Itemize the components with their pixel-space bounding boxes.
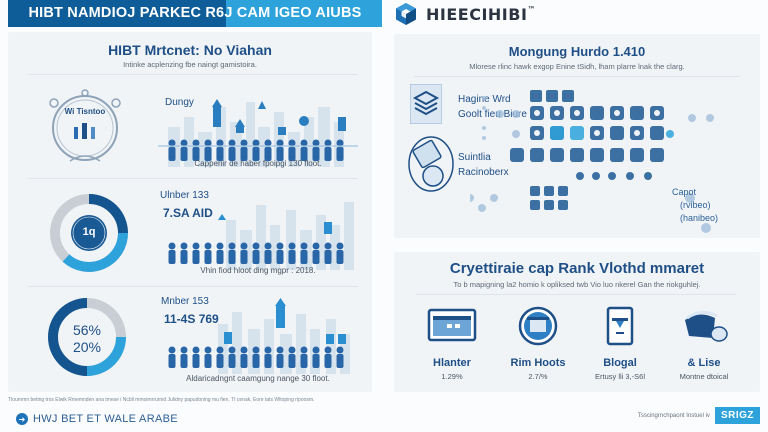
- emblem-icon: [49, 89, 121, 162]
- map-label-3: (hanibeo): [680, 213, 719, 223]
- brand: HIEECIHIBI™: [394, 2, 536, 26]
- right-top-subtitle: Mlorese rlinc hawk exgop Enine tSidh, lh…: [469, 62, 685, 71]
- stat-3-label: Blogal: [603, 357, 637, 369]
- circle-arrow-icon: ➜: [16, 413, 28, 425]
- right-bottom-subtitle: To b mapigning la2 homio k opliksed twb …: [453, 280, 701, 289]
- stat-4-label: & Lise: [687, 357, 721, 369]
- badge-icon: [518, 306, 558, 346]
- stat-2: Rim Hoots 2.7/%: [498, 306, 578, 381]
- donut-center-value: 1q: [82, 226, 96, 238]
- stat-3: Blogal Ertusy lli 3,-S6l: [580, 306, 660, 381]
- row-3: 56% 20% Mnber 153 11-4S 769: [8, 288, 372, 388]
- footnote: Tlournmn beting tros Elwik Rmemnden ana …: [8, 397, 315, 403]
- stat-2-value: 2.7/%: [528, 372, 548, 381]
- header-banner: HIBT NAMDIOJ PARKEC R6J CAM IGEO AIUBS: [8, 0, 382, 27]
- stat-1-label: Hlanter: [433, 357, 471, 369]
- left-panel: HIBT Mrtcnet: No Viahan Intinke acplenzi…: [8, 32, 372, 392]
- row-3-caption: Aldaricadngnt caamgung nange 30 floot.: [186, 374, 330, 383]
- row-2-value: 7.SA AID: [163, 206, 213, 220]
- right-top-panel: Mongung Hurdo 1.410 Mlorese rlinc hawk e…: [394, 34, 760, 238]
- donut-chart-icon: [48, 298, 126, 376]
- bag-icon: [685, 311, 728, 342]
- row-3-value: 11-4S 769: [164, 312, 219, 326]
- row-1: Wi Tisntoo Dungy: [8, 77, 372, 177]
- bottom-brand[interactable]: ➜ HWJ BET ET WALE ARABE: [16, 413, 178, 425]
- left-panel-title: HIBT Mrtcnet: No Viahan: [108, 42, 272, 58]
- skyline-people-icon: [158, 99, 358, 167]
- banner-title: HIBT NAMDIOJ PARKEC R6J CAM IGEO AIUBS: [28, 5, 362, 21]
- row-1-label: Dungy: [165, 97, 194, 108]
- credit: Tsscingrnchpaont Instuel iv SRIGZ: [638, 407, 760, 424]
- legend-item-2: Suintlia Racinoberx: [458, 152, 509, 178]
- cube-logo-icon: [396, 3, 416, 25]
- map-label-2: (rvibeo): [680, 200, 711, 210]
- row-2-label: Ulnber 133: [160, 190, 209, 201]
- credit-badge[interactable]: SRIGZ: [714, 407, 760, 424]
- document-icon: [606, 306, 634, 346]
- stat-4: & Lise Montne dtoical: [664, 306, 744, 381]
- stat-3-value: Ertusy lli 3,-S6l: [594, 372, 645, 381]
- stack-icon: [410, 84, 442, 124]
- row-3-label: Mnber 153: [161, 296, 209, 307]
- right-top-title: Mongung Hurdo 1.410: [508, 44, 646, 59]
- skyline-people-icon: [168, 202, 354, 270]
- credit-text: Tsscingrnchpaont Instuel iv: [637, 412, 710, 419]
- world-dot-map-icon: [470, 90, 714, 233]
- donut-values: 56% 20%: [72, 322, 102, 355]
- stat-4-value: Montne dtoical: [679, 372, 729, 381]
- stat-2-label: Rim Hoots: [510, 357, 566, 369]
- emblem-text: Wi Tisntoo: [64, 107, 106, 116]
- left-panel-subtitle: Intinke acplenzing fbe naingt gamistoira…: [123, 60, 257, 69]
- row-1-caption: Capperiir de haber fpoipgi 130 floot.: [194, 159, 322, 168]
- skyline-people-icon: [168, 298, 350, 374]
- stat-1: Hlanter 1.29%: [412, 306, 492, 381]
- bottom-brand-text: HWJ BET ET WALE ARABE: [33, 413, 178, 425]
- device-icon: [408, 136, 454, 192]
- map-label-1: Capot: [672, 187, 697, 197]
- donut-chart-icon: [50, 194, 128, 272]
- monitor-icon: [427, 308, 477, 342]
- stat-1-value: 1.29%: [441, 372, 463, 381]
- right-bottom-panel: Cryettiraie cap Rank Vlothd mmaret To b …: [394, 252, 760, 392]
- brand-name: HIEECIHIBI™: [426, 4, 536, 24]
- row-2: 1q Ulnber 133 7.SA AID Vhin fiod hloot d…: [8, 182, 372, 282]
- row-2-caption: Vhin fiod hloot ding mgpr : 2018.: [200, 266, 316, 275]
- right-bottom-title: Cryettiraie cap Rank Vlothd mmaret: [449, 260, 705, 277]
